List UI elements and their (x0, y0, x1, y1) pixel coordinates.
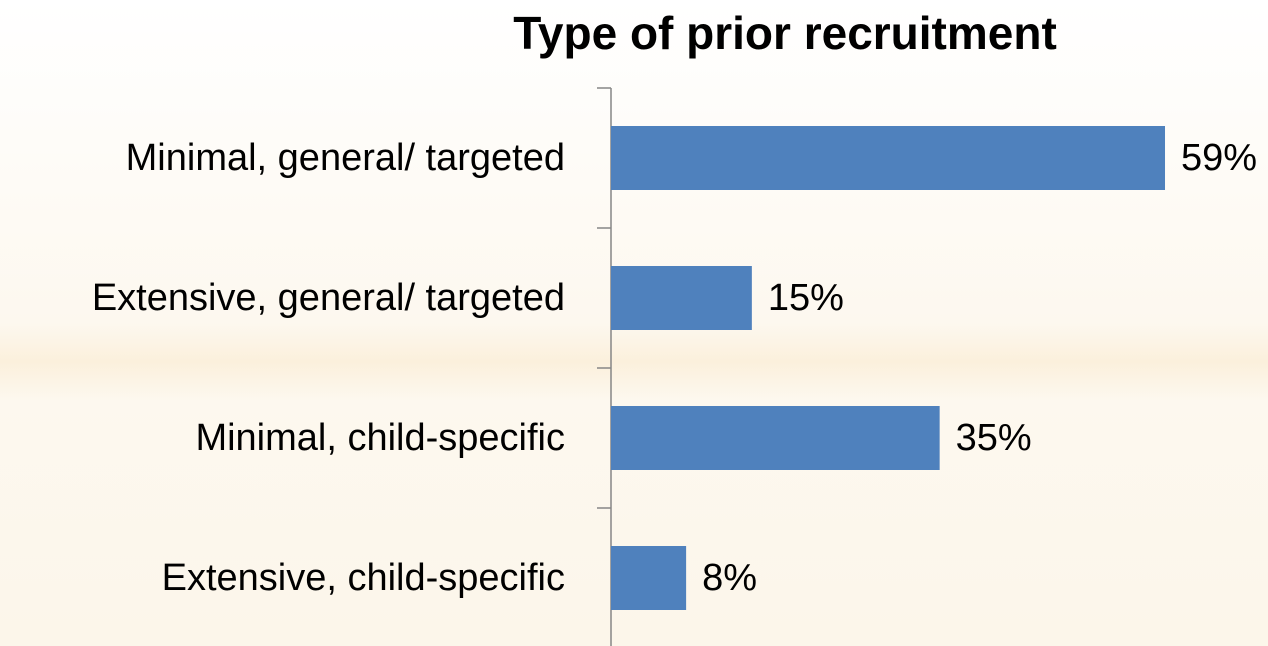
value-label: 15% (768, 277, 844, 319)
value-label: 8% (702, 557, 757, 599)
value-label: 35% (956, 417, 1032, 459)
bar (611, 406, 940, 470)
bar (611, 126, 1166, 190)
category-label: Minimal, general/ targeted (126, 137, 565, 179)
chart-title: Type of prior recruitment (513, 7, 1057, 59)
category-label: Extensive, child-specific (162, 557, 565, 599)
category-label: Minimal, child-specific (195, 417, 565, 459)
value-label: 59% (1181, 137, 1257, 179)
bar (611, 546, 687, 610)
bar (611, 266, 752, 330)
category-label: Extensive, general/ targeted (92, 277, 565, 319)
